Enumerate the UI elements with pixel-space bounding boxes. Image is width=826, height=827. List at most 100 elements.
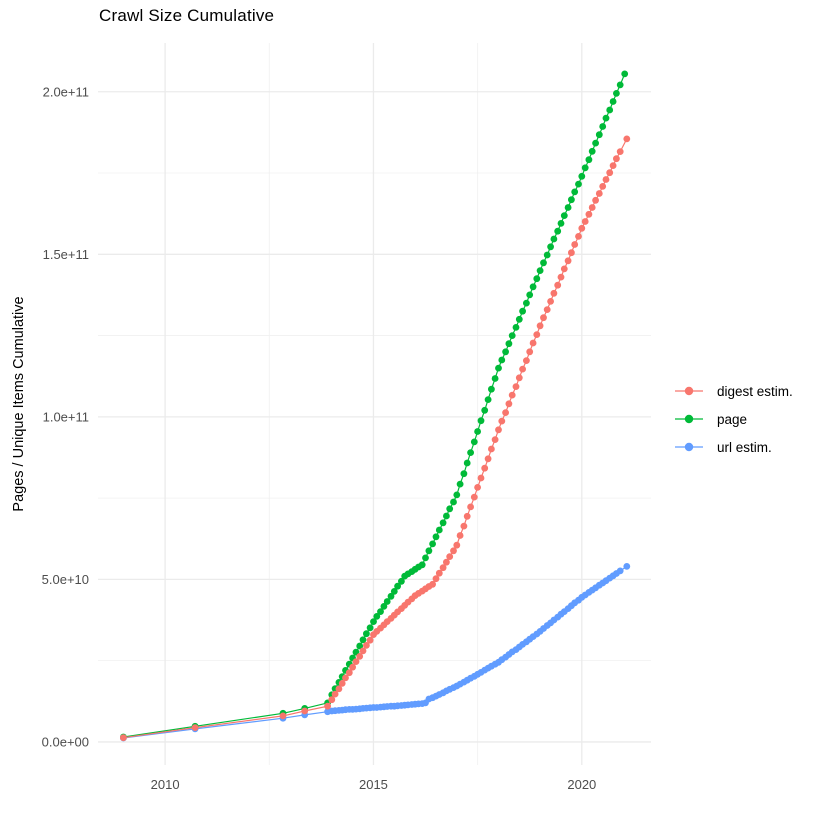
data-point — [338, 680, 346, 687]
data-point — [502, 348, 509, 356]
data-point — [484, 455, 492, 463]
data-point — [301, 707, 309, 715]
data-point — [599, 123, 607, 130]
data-point — [450, 498, 457, 506]
data-point — [470, 493, 478, 501]
data-point — [446, 553, 454, 560]
data-point — [575, 233, 582, 240]
data-point — [491, 436, 499, 443]
data-point — [422, 554, 429, 562]
data-point — [450, 547, 457, 555]
data-point — [394, 582, 401, 590]
data-point — [606, 106, 614, 114]
data-point — [540, 259, 547, 267]
data-point — [568, 196, 575, 204]
data-point — [435, 526, 443, 534]
data-point — [515, 374, 523, 382]
data-point — [495, 364, 502, 372]
data-point — [463, 512, 471, 520]
data-point — [599, 183, 607, 190]
data-point — [191, 724, 199, 731]
data-point — [602, 114, 610, 122]
data-point — [536, 322, 544, 330]
data-point — [508, 332, 516, 339]
data-point — [443, 512, 450, 520]
data-point — [498, 417, 506, 425]
data-point — [398, 577, 405, 585]
data-point — [387, 592, 395, 600]
data-point — [495, 426, 502, 434]
data-point — [456, 532, 464, 539]
chart-title: Crawl Size Cumulative — [99, 6, 275, 25]
data-point — [373, 613, 381, 620]
data-point — [616, 567, 624, 575]
legend-item-page: page — [671, 405, 793, 433]
y-tick-label: 1.0e+11 — [43, 409, 89, 424]
data-point — [606, 169, 614, 177]
y-tick-label: 1.5e+11 — [43, 247, 89, 262]
data-point — [356, 653, 364, 660]
data-point — [359, 647, 367, 655]
data-point — [443, 558, 450, 566]
data-point — [467, 503, 474, 511]
data-point — [356, 642, 364, 650]
data-point — [453, 491, 461, 499]
data-point — [502, 409, 509, 416]
data-point — [383, 598, 391, 605]
data-point — [477, 474, 485, 482]
data-point — [418, 561, 426, 569]
data-point — [529, 339, 537, 347]
data-point — [498, 356, 506, 364]
data-point — [547, 243, 554, 251]
data-point — [467, 449, 474, 456]
data-point — [595, 190, 603, 197]
x-tick-label: 2020 — [567, 777, 596, 792]
data-point — [592, 139, 599, 147]
data-point — [279, 712, 287, 720]
data-point — [529, 283, 537, 291]
data-point — [523, 357, 530, 364]
data-point — [481, 406, 489, 414]
series-line-url-estim- — [123, 565, 628, 739]
legend-label: digest estim. — [717, 383, 793, 399]
data-point — [331, 690, 339, 698]
legend-key-icon — [675, 386, 703, 396]
data-point — [435, 569, 443, 577]
data-point — [453, 541, 461, 549]
data-point — [602, 176, 610, 183]
data-point — [592, 196, 599, 204]
data-point — [432, 533, 440, 541]
data-point — [491, 375, 499, 382]
data-point — [474, 484, 481, 491]
data-point — [439, 564, 447, 572]
data-point — [439, 519, 447, 527]
data-point — [515, 315, 523, 323]
data-point — [335, 685, 343, 693]
data-point — [609, 98, 617, 105]
y-tick-label: 5.0e+10 — [42, 572, 89, 587]
data-point — [120, 734, 127, 742]
data-point — [390, 588, 398, 595]
data-point — [505, 340, 513, 348]
data-point — [526, 348, 534, 356]
legend-key-icon — [675, 414, 703, 424]
data-point — [429, 580, 436, 588]
y-tick-label: 0.0e+00 — [42, 734, 89, 749]
data-point — [470, 438, 478, 446]
data-point — [595, 131, 603, 139]
data-point — [519, 307, 526, 315]
data-point — [429, 540, 436, 548]
data-point — [543, 251, 551, 259]
data-point — [571, 241, 579, 248]
data-point — [613, 90, 620, 97]
data-point — [370, 618, 377, 625]
data-point — [588, 147, 596, 155]
data-point — [363, 630, 370, 638]
data-point — [363, 642, 370, 649]
data-point — [474, 428, 481, 435]
data-point — [425, 547, 433, 555]
data-point — [550, 289, 558, 297]
data-point — [345, 669, 353, 677]
